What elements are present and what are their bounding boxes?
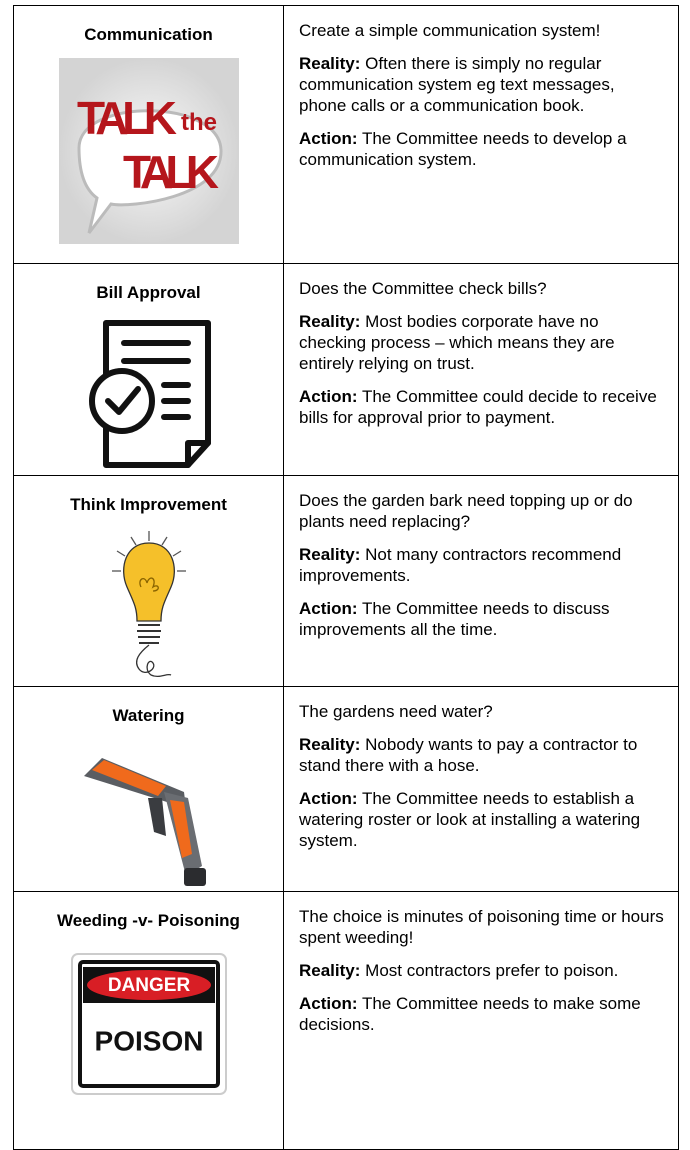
intro: The choice is minutes of poisoning time …: [299, 907, 664, 947]
row: Bill Approval Does the Committee check b…: [13, 263, 679, 476]
action-label: Action:: [299, 994, 358, 1013]
topic-title: Think Improvement: [70, 495, 227, 514]
image-text: POISON: [94, 1025, 203, 1056]
reality-label: Reality:: [299, 961, 361, 980]
talk-image: TALK the TALK: [58, 58, 239, 244]
image-text: the: [181, 109, 217, 136]
reality: Often there is simply no regular communi…: [299, 54, 615, 115]
action: The Committee needs to establish a water…: [299, 789, 641, 850]
danger-sign: DANGER POISON: [70, 953, 227, 1095]
intro: Create a simple communication system!: [299, 21, 601, 40]
row: Watering The gardens need water? Reality…: [13, 686, 679, 892]
topic-title: Communication: [84, 25, 213, 44]
row: Weeding -v- Poisoning DANGER POISON The …: [13, 891, 679, 1150]
reality: Most contractors prefer to poison.: [365, 961, 619, 980]
reality-label: Reality:: [299, 312, 361, 331]
topic-title: Bill Approval: [96, 283, 201, 302]
topic-cell: Think Improvement: [13, 475, 284, 687]
reality: Not many contractors recommend improveme…: [299, 545, 622, 585]
detail-cell: Does the Committee check bills? Reality:…: [283, 263, 679, 476]
detail-cell: Create a simple communication system! Re…: [283, 5, 679, 264]
topic-cell: Bill Approval: [13, 263, 284, 476]
reality-label: Reality:: [299, 735, 361, 754]
action-label: Action:: [299, 789, 358, 808]
row: Think Improvement Does the garden bark n…: [13, 475, 679, 687]
reality: Most bodies corporate have no checking p…: [299, 312, 615, 373]
action-label: Action:: [299, 387, 358, 406]
action: The Committee needs to discuss improveme…: [299, 599, 610, 639]
reality: Nobody wants to pay a contractor to stan…: [299, 735, 638, 775]
hose-image: [83, 758, 206, 886]
detail-cell: Does the garden bark need topping up or …: [283, 475, 679, 687]
intro: The gardens need water?: [299, 702, 493, 721]
image-text: DANGER: [107, 975, 190, 996]
action: The Committee needs to develop a communi…: [299, 129, 627, 169]
image-text: TALK: [77, 92, 177, 144]
action-label: Action:: [299, 129, 358, 148]
bulb-image: [111, 531, 186, 678]
intro: Does the Committee check bills?: [299, 279, 547, 298]
reality-label: Reality:: [299, 54, 361, 73]
topic-cell: Weeding -v- Poisoning DANGER POISON: [13, 891, 284, 1150]
row: Communication TALK the TALK Create a sim…: [13, 5, 679, 264]
topic-cell: Watering: [13, 686, 284, 892]
reality-label: Reality:: [299, 545, 361, 564]
image-text: TALK: [123, 146, 219, 198]
action: The Committee needs to make some decisio…: [299, 994, 641, 1034]
intro: Does the garden bark need topping up or …: [299, 491, 633, 531]
detail-cell: The choice is minutes of poisoning time …: [283, 891, 679, 1150]
info-table: Communication TALK the TALK Create a sim…: [13, 5, 679, 1150]
topic-title: Watering: [112, 706, 185, 725]
action-label: Action:: [299, 599, 358, 618]
topic-title: Weeding -v- Poisoning: [57, 911, 240, 930]
topic-cell: Communication TALK the TALK: [13, 5, 284, 264]
action: The Committee could decide to receive bi…: [299, 387, 657, 427]
bill-icon: [88, 320, 211, 468]
detail-cell: The gardens need water? Reality: Nobody …: [283, 686, 679, 892]
